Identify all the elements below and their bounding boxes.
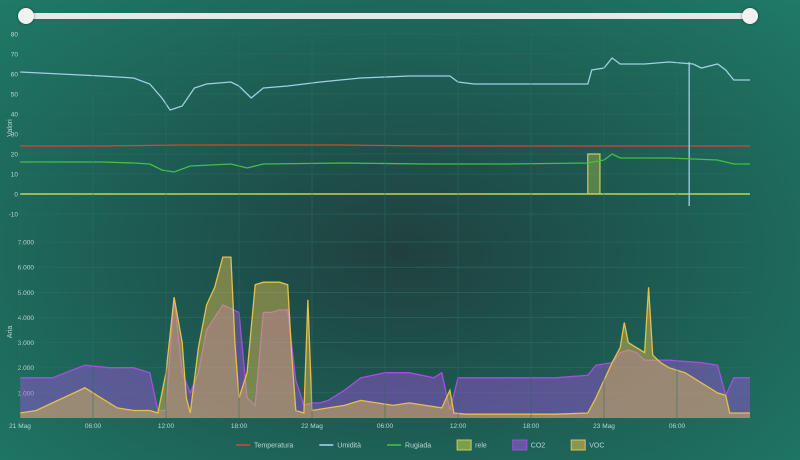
top-y-tick-label: -10 — [9, 212, 19, 219]
legend-swatch — [456, 439, 472, 451]
top-y-tick-label: 60 — [11, 72, 19, 79]
bottom-y-tick-label: 1.000 — [18, 390, 35, 397]
x-tick-label: 21 Mag — [9, 423, 31, 430]
x-tick-label: 06:00 — [85, 423, 102, 430]
aria-chart: 1.000 2.000 3.000 4.000 5.000 6.000 7.000 Aria — [7, 240, 750, 419]
range-slider-start-handle[interactable] — [18, 8, 34, 24]
top-y-tick-label: 80 — [11, 32, 19, 39]
legend-label: Umidità — [337, 443, 361, 450]
legend-label: Rugiada — [405, 443, 431, 450]
legend-label: Temperatura — [254, 443, 293, 450]
range-slider-track[interactable] — [26, 13, 750, 19]
legend-swatch — [512, 439, 528, 451]
top-y-tick-label: 70 — [11, 52, 19, 59]
bottom-y-tick-label: 4.000 — [18, 315, 35, 322]
valori-chart: -10 0 10 20 30 40 50 60 70 80 Valori — [7, 32, 750, 219]
bottom-y-tick-label: 2.000 — [18, 365, 35, 372]
co2-series-line — [20, 297, 750, 412]
chart-legend[interactable]: Temperatura Umidità Rugiada rele CO2 VOC — [236, 439, 604, 451]
legend-label: CO2 — [531, 443, 546, 450]
voc-series-area — [20, 257, 750, 418]
x-tick-label: 06:00 — [377, 423, 394, 430]
co2-series-area — [20, 297, 750, 418]
legend-label: VOC — [589, 443, 604, 450]
x-tick-label: 18:00 — [523, 423, 540, 430]
bottom-y-tick-label: 6.000 — [18, 265, 35, 272]
rele-pulse — [587, 153, 601, 194]
top-y-tick-label: 50 — [11, 92, 19, 99]
top-y-tick-label: 20 — [11, 152, 19, 159]
legend-item-rugiada[interactable]: Rugiada — [387, 443, 431, 450]
range-slider[interactable] — [18, 8, 758, 24]
voc-series-line — [19, 256, 750, 415]
umidita-series-line — [19, 57, 750, 111]
bottom-y-tick-label: 7.000 — [18, 240, 35, 247]
legend-item-temperatura[interactable]: Temperatura — [236, 443, 293, 450]
x-tick-label: 22 Mag — [301, 423, 323, 430]
top-y-tick-label: 0 — [14, 192, 18, 199]
top-y-tick-label: 40 — [11, 112, 19, 119]
x-tick-label: 12:00 — [450, 423, 467, 430]
legend-swatch — [570, 439, 586, 451]
bottom-y-axis-label: Aria — [7, 326, 14, 339]
top-y-tick-label: 30 — [11, 132, 19, 139]
legend-item-umidita[interactable]: Umidità — [319, 443, 361, 450]
x-tick-label: 12:00 — [158, 423, 175, 430]
x-tick-label: 06:00 — [669, 423, 686, 430]
legend-item-co2[interactable]: CO2 — [512, 439, 546, 451]
x-tick-label: 23 Mag — [593, 423, 615, 430]
bottom-y-tick-label: 5.000 — [18, 290, 35, 297]
bottom-y-tick-label: 3.000 — [18, 340, 35, 347]
legend-item-rele[interactable]: rele — [456, 439, 487, 451]
top-y-axis-label: Valori — [7, 119, 14, 137]
range-slider-end-handle[interactable] — [742, 8, 758, 24]
top-y-tick-label: 10 — [11, 172, 19, 179]
legend-item-voc[interactable]: VOC — [570, 439, 604, 451]
x-axis: 21 Mag 06:00 12:00 18:00 22 Mag 06:00 12:00 18:… — [9, 34, 686, 430]
legend-label: rele — [475, 443, 487, 450]
x-tick-label: 18:00 — [231, 423, 248, 430]
